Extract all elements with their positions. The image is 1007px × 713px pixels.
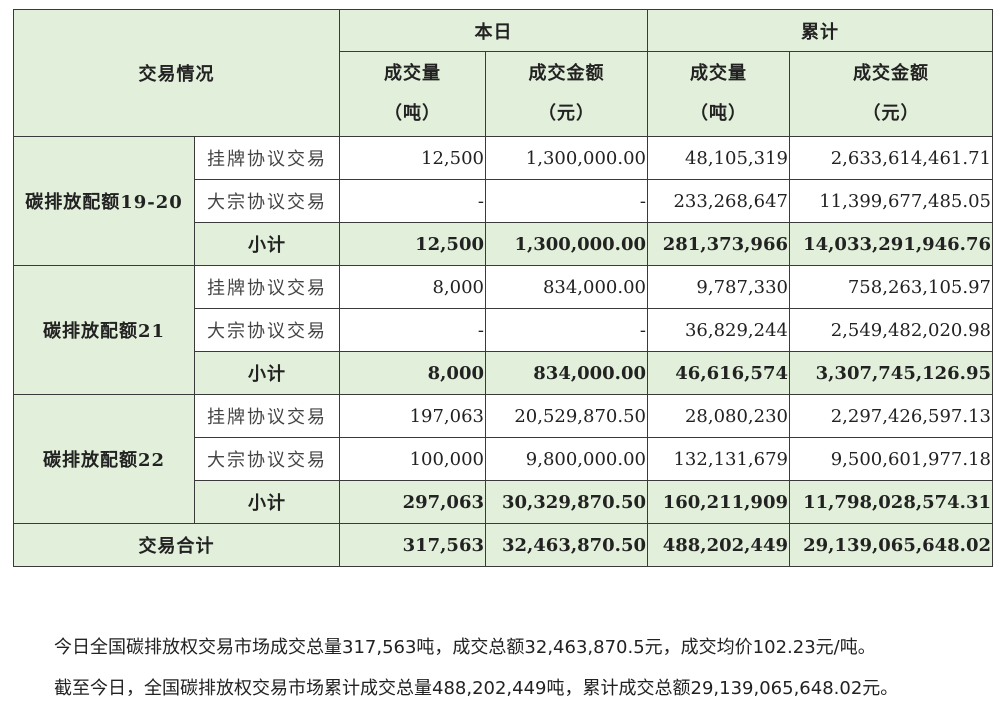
cum-amount: 11,399,677,485.05 — [789, 179, 993, 223]
cum-volume: 48,105,319 — [647, 136, 790, 180]
table-row: 大宗协议交易 - - 233,268,647 11,399,677,485.05 — [14, 179, 993, 223]
note-today: 今日全国碳排放权交易市场成交总量317,563吨，成交总额32,463,870.… — [54, 637, 876, 658]
total-label: 交易合计 — [13, 523, 340, 567]
today-volume: 8,000 — [339, 265, 486, 309]
subtotal-label: 小计 — [194, 222, 340, 266]
today-volume: 8,000 — [339, 351, 486, 395]
today-amount: 1,300,000.00 — [485, 222, 648, 266]
group-name: 碳排放配额21 — [13, 265, 195, 395]
header-today-volume: 成交量 （吨） — [339, 51, 486, 137]
today-amount: - — [485, 179, 648, 223]
table-row: 碳排放配额22 挂牌协议交易 197,063 20,529,870.50 28,… — [13, 394, 993, 524]
trade-type: 大宗协议交易 — [194, 437, 340, 481]
total-row: 交易合计 317,563 32,463,870.50 488,202,449 2… — [13, 523, 993, 567]
header-cumulative: 累计 — [647, 9, 993, 52]
total-today-amount: 32,463,870.50 — [485, 523, 648, 567]
cum-amount: 2,633,614,461.71 — [789, 136, 993, 180]
table-row: 碳排放配额19-20 挂牌协议交易 12,500 1,300,000.00 48… — [13, 136, 993, 266]
today-amount: 834,000.00 — [485, 351, 648, 395]
table-row: 碳排放配额21 挂牌协议交易 8,000 834,000.00 9,787,33… — [13, 265, 993, 395]
cum-amount: 11,798,028,574.31 — [789, 480, 993, 524]
trade-type: 挂牌协议交易 — [194, 394, 340, 438]
subtotal-label: 小计 — [194, 480, 340, 524]
cum-volume: 281,373,966 — [647, 222, 790, 266]
today-volume: 197,063 — [339, 394, 486, 438]
group-name: 碳排放配额19-20 — [13, 136, 195, 266]
cum-volume: 9,787,330 — [647, 265, 790, 309]
today-amount: 834,000.00 — [485, 265, 648, 309]
trade-type: 挂牌协议交易 — [194, 265, 340, 309]
cum-volume: 36,829,244 — [647, 308, 790, 352]
subtotal-row: 小计 8,000 834,000.00 46,616,574 3,307,745… — [14, 351, 993, 395]
total-cum-amount: 29,139,065,648.02 — [789, 523, 993, 567]
today-amount: 1,300,000.00 — [485, 136, 648, 180]
cum-amount: 2,549,482,020.98 — [789, 308, 993, 352]
trade-type: 大宗协议交易 — [194, 308, 340, 352]
header-cum-amount: 成交金额 （元） — [789, 51, 993, 137]
today-amount: 20,529,870.50 — [485, 394, 648, 438]
cum-amount: 14,033,291,946.76 — [789, 222, 993, 266]
header-today-amount: 成交金额 （元） — [485, 51, 648, 137]
today-volume: 12,500 — [339, 222, 486, 266]
table-row: 大宗协议交易 100,000 9,800,000.00 132,131,679 … — [14, 437, 993, 481]
header-cum-volume: 成交量 （吨） — [647, 51, 790, 137]
total-today-volume: 317,563 — [339, 523, 486, 567]
subtotal-row: 小计 297,063 30,329,870.50 160,211,909 11,… — [14, 480, 993, 524]
note-cumulative: 截至今日，全国碳排放权交易市场累计成交总量488,202,449吨，累计成交总额… — [54, 678, 899, 699]
cum-volume: 233,268,647 — [647, 179, 790, 223]
today-amount: 30,329,870.50 — [485, 480, 648, 524]
subtotal-row: 小计 12,500 1,300,000.00 281,373,966 14,03… — [14, 222, 993, 266]
header-today: 本日 — [339, 9, 648, 52]
summary-notes: 今日全国碳排放权交易市场成交总量317,563吨，成交总额32,463,870.… — [54, 627, 898, 709]
today-amount: - — [485, 308, 648, 352]
today-amount: 9,800,000.00 — [485, 437, 648, 481]
group-name: 碳排放配额22 — [13, 394, 195, 524]
cum-amount: 9,500,601,977.18 — [789, 437, 993, 481]
cum-volume: 46,616,574 — [647, 351, 790, 395]
total-cum-volume: 488,202,449 — [647, 523, 790, 567]
today-volume: 297,063 — [339, 480, 486, 524]
header-trading-status: 交易情况 — [13, 9, 340, 137]
subtotal-label: 小计 — [194, 351, 340, 395]
cum-amount: 3,307,745,126.95 — [789, 351, 993, 395]
cum-volume: 160,211,909 — [647, 480, 790, 524]
today-volume: 100,000 — [339, 437, 486, 481]
trading-summary-table: 交易情况 本日 累计 成交量 （吨） 成交金额 （元） 成交量 （吨） 成交金额 （元）… — [13, 9, 993, 567]
today-volume: - — [339, 179, 486, 223]
cum-amount: 758,263,105.97 — [789, 265, 993, 309]
cum-volume: 132,131,679 — [647, 437, 790, 481]
cum-volume: 28,080,230 — [647, 394, 790, 438]
table-row: 大宗协议交易 - - 36,829,244 2,549,482,020.98 — [14, 308, 993, 352]
trade-type: 挂牌协议交易 — [194, 136, 340, 180]
today-volume: - — [339, 308, 486, 352]
cum-amount: 2,297,426,597.13 — [789, 394, 993, 438]
trade-type: 大宗协议交易 — [194, 179, 340, 223]
today-volume: 12,500 — [339, 136, 486, 180]
